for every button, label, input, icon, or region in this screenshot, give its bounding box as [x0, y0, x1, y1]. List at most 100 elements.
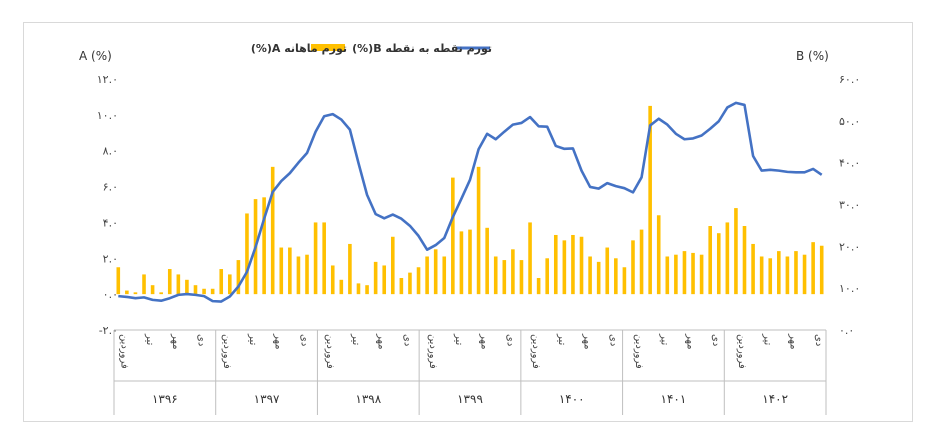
- month-label: تیر: [659, 333, 670, 346]
- bar: [416, 267, 421, 295]
- bar: [794, 251, 798, 295]
- bar: [193, 285, 198, 295]
- year-label: ۱۳۹۹: [457, 392, 483, 406]
- line-series: [118, 101, 823, 303]
- bar-series: [116, 105, 824, 295]
- month-label: دی: [710, 334, 721, 346]
- left-tick-label: ۱۲.۰: [97, 73, 118, 86]
- right-axis-title: B (%): [796, 49, 829, 63]
- left-tick-label: ۴.۰: [103, 216, 118, 229]
- right-tick-label: ۲۰.۰: [839, 240, 860, 253]
- year-label: ۱۳۹۸: [355, 392, 381, 406]
- right-axis-ticks: ۶۰.۰ ۵۰.۰ ۴۰.۰ ۳۰.۰ ۲۰.۰ ۱۰.۰ ۰.۰: [839, 73, 860, 337]
- bar: [648, 105, 652, 295]
- bar: [442, 256, 447, 295]
- x-axis: ۱۳۹۶ فروردین تیر مهر دی ۱۳۹۷ فروردین تیر مهر دی ۱۳…: [113, 329, 827, 415]
- bar: [545, 258, 549, 295]
- bar: [605, 247, 610, 295]
- legend-line-label: تورم نقطه به نقطه B(%): [352, 42, 492, 55]
- month-label: فروردین: [736, 334, 747, 369]
- bar: [493, 256, 498, 295]
- left-tick-label: ۶.۰: [103, 181, 118, 194]
- bar: [476, 166, 481, 295]
- bar: [682, 251, 687, 295]
- bar: [785, 256, 790, 295]
- bar: [725, 222, 730, 295]
- bar: [228, 274, 232, 295]
- bar: [734, 208, 738, 295]
- month-label: دی: [813, 334, 824, 346]
- month-label: تیر: [453, 333, 464, 346]
- bar: [751, 243, 755, 295]
- bar: [802, 254, 807, 295]
- bar: [356, 283, 361, 295]
- bar: [348, 243, 352, 295]
- bar: [502, 260, 507, 295]
- right-tick-label: ۵۰.۰: [839, 115, 860, 128]
- left-tick-label: ۰.۰: [103, 288, 118, 301]
- bar: [579, 236, 584, 295]
- bar: [133, 292, 138, 295]
- month-label: مهر: [376, 333, 387, 349]
- bar: [425, 256, 429, 295]
- line-path: [118, 101, 823, 303]
- bar: [159, 292, 163, 295]
- bar: [699, 254, 704, 295]
- left-tick-label: -۲.۰: [99, 324, 118, 337]
- bar: [270, 166, 275, 295]
- month-label: فروردین: [118, 334, 129, 369]
- legend-bar-label: تورم ماهانه A(%): [251, 42, 347, 55]
- month-label: مهر: [582, 333, 593, 349]
- year-label: ۱۳۹۷: [254, 392, 280, 406]
- bar: [399, 278, 404, 295]
- month-label: دی: [195, 334, 206, 346]
- year-label: ۱۴۰۰: [559, 392, 585, 406]
- month-label: مهر: [479, 333, 490, 349]
- chart: تورم ماهانه A(%) تورم نقطه به نقطه B(%) …: [79, 42, 860, 415]
- bar: [519, 260, 524, 295]
- bar: [622, 267, 627, 295]
- month-label: تیر: [762, 333, 773, 346]
- year-label: ۱۴۰۲: [762, 392, 788, 406]
- bar: [631, 240, 635, 295]
- bar: [262, 197, 266, 295]
- bar: [716, 233, 721, 295]
- month-label: تیر: [247, 333, 258, 346]
- bar: [742, 226, 747, 295]
- right-tick-label: ۶۰.۰: [839, 73, 860, 86]
- month-label: فروردین: [530, 334, 541, 369]
- right-tick-label: ۴۰.۰: [839, 157, 860, 170]
- bar: [691, 252, 695, 295]
- left-tick-label: ۲.۰: [103, 252, 118, 265]
- bar: [468, 229, 472, 295]
- bar: [768, 258, 773, 295]
- bar: [528, 222, 532, 295]
- month-label: مهر: [684, 333, 695, 349]
- bar: [451, 177, 455, 295]
- bar: [116, 267, 121, 295]
- bar: [365, 285, 369, 295]
- legend-bar-swatch: [311, 44, 345, 51]
- bar: [210, 288, 215, 295]
- left-tick-label: ۱۰.۰: [97, 109, 118, 122]
- month-label: دی: [298, 334, 309, 346]
- month-label: مهر: [787, 333, 798, 349]
- bar: [819, 245, 824, 295]
- left-axis-title: A (%): [79, 49, 112, 63]
- bar: [176, 274, 181, 295]
- bar: [665, 256, 670, 295]
- bar: [330, 265, 335, 295]
- month-label: فروردین: [221, 334, 232, 369]
- bar: [588, 256, 592, 295]
- bar: [219, 269, 224, 295]
- right-tick-label: ۰.۰: [839, 324, 854, 337]
- month-label: مهر: [170, 333, 181, 349]
- bar: [656, 215, 661, 295]
- bar: [708, 226, 712, 295]
- month-label: فروردین: [633, 334, 644, 369]
- bar: [236, 260, 241, 295]
- right-tick-label: ۳۰.۰: [839, 199, 860, 212]
- right-tick-label: ۱۰.۰: [839, 282, 860, 295]
- bar: [511, 249, 515, 295]
- bar: [759, 256, 764, 295]
